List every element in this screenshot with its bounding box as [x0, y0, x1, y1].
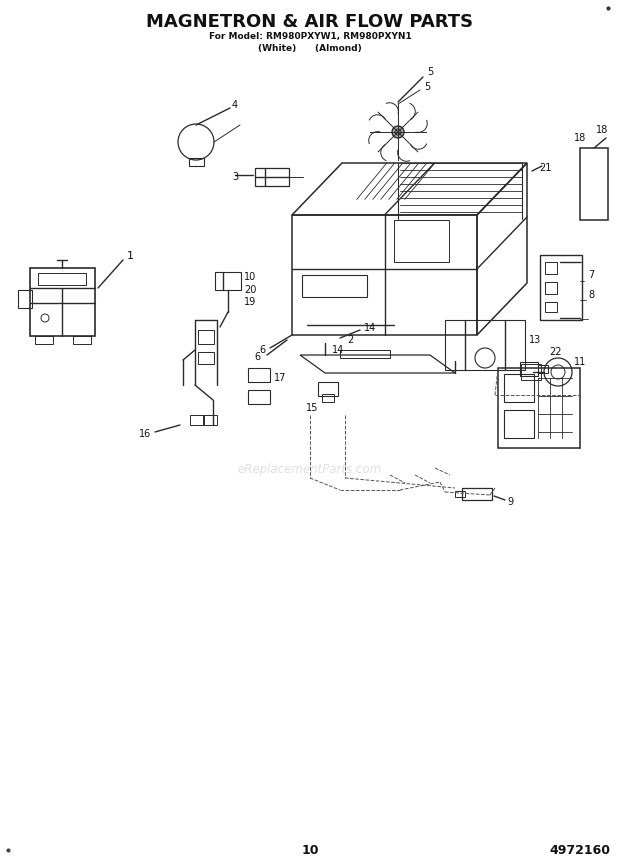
Text: 4972160: 4972160	[549, 844, 610, 857]
Bar	[394, 220, 450, 262]
Bar	[540, 255, 582, 320]
Bar	[521, 364, 541, 380]
Bar	[318, 382, 338, 396]
Text: 14: 14	[332, 345, 344, 355]
Text: 6: 6	[259, 345, 265, 355]
Bar	[504, 374, 534, 402]
Bar	[18, 290, 32, 308]
Bar	[340, 350, 390, 358]
Bar	[73, 336, 91, 344]
Text: 16: 16	[139, 429, 151, 439]
Text: eReplacementParts.com: eReplacementParts.com	[238, 463, 382, 476]
Bar	[455, 491, 465, 497]
Circle shape	[392, 126, 404, 138]
Bar	[462, 488, 492, 500]
Text: 4: 4	[232, 100, 238, 110]
Text: 7: 7	[588, 270, 594, 280]
Text: 14: 14	[364, 323, 376, 333]
Text: 18: 18	[574, 133, 586, 143]
Text: 22: 22	[549, 347, 561, 357]
Text: 1: 1	[126, 251, 133, 261]
Bar	[545, 302, 557, 312]
Text: 11: 11	[574, 357, 586, 367]
Bar	[248, 368, 270, 382]
Bar	[520, 362, 538, 376]
Bar	[198, 330, 214, 344]
Text: 2: 2	[347, 335, 353, 345]
Text: 18: 18	[596, 125, 608, 135]
Bar	[30, 268, 95, 336]
Text: For Model: RM980PXYW1, RM980PXYN1: For Model: RM980PXYW1, RM980PXYN1	[208, 33, 412, 41]
Text: 20: 20	[244, 285, 256, 295]
Bar	[255, 168, 289, 186]
Bar	[545, 262, 557, 274]
Bar	[545, 282, 557, 294]
Text: 15: 15	[306, 403, 318, 413]
Bar	[203, 415, 217, 425]
Text: 13: 13	[529, 335, 541, 345]
Text: 10: 10	[301, 844, 319, 857]
Text: 10: 10	[244, 272, 256, 282]
Text: 21: 21	[539, 163, 551, 173]
Text: 19: 19	[244, 297, 256, 307]
Bar	[190, 415, 204, 425]
Bar	[322, 394, 334, 402]
Text: 8: 8	[588, 290, 594, 300]
Bar	[538, 365, 548, 373]
Text: 5: 5	[424, 82, 430, 92]
Bar	[580, 148, 608, 220]
Bar	[215, 272, 241, 290]
Bar	[498, 368, 580, 448]
Bar	[504, 410, 534, 438]
Text: 5: 5	[427, 67, 433, 77]
Text: 17: 17	[274, 373, 286, 383]
Text: 9: 9	[507, 497, 513, 507]
Bar	[248, 390, 270, 404]
Text: MAGNETRON & AIR FLOW PARTS: MAGNETRON & AIR FLOW PARTS	[146, 13, 474, 31]
Bar	[445, 320, 525, 370]
Bar	[198, 352, 214, 364]
Bar	[35, 336, 53, 344]
Text: 6: 6	[254, 352, 260, 362]
Text: 3: 3	[232, 172, 238, 182]
Text: (White)      (Almond): (White) (Almond)	[258, 44, 362, 53]
Bar	[302, 275, 367, 296]
Bar	[189, 158, 204, 166]
Bar	[38, 273, 86, 285]
